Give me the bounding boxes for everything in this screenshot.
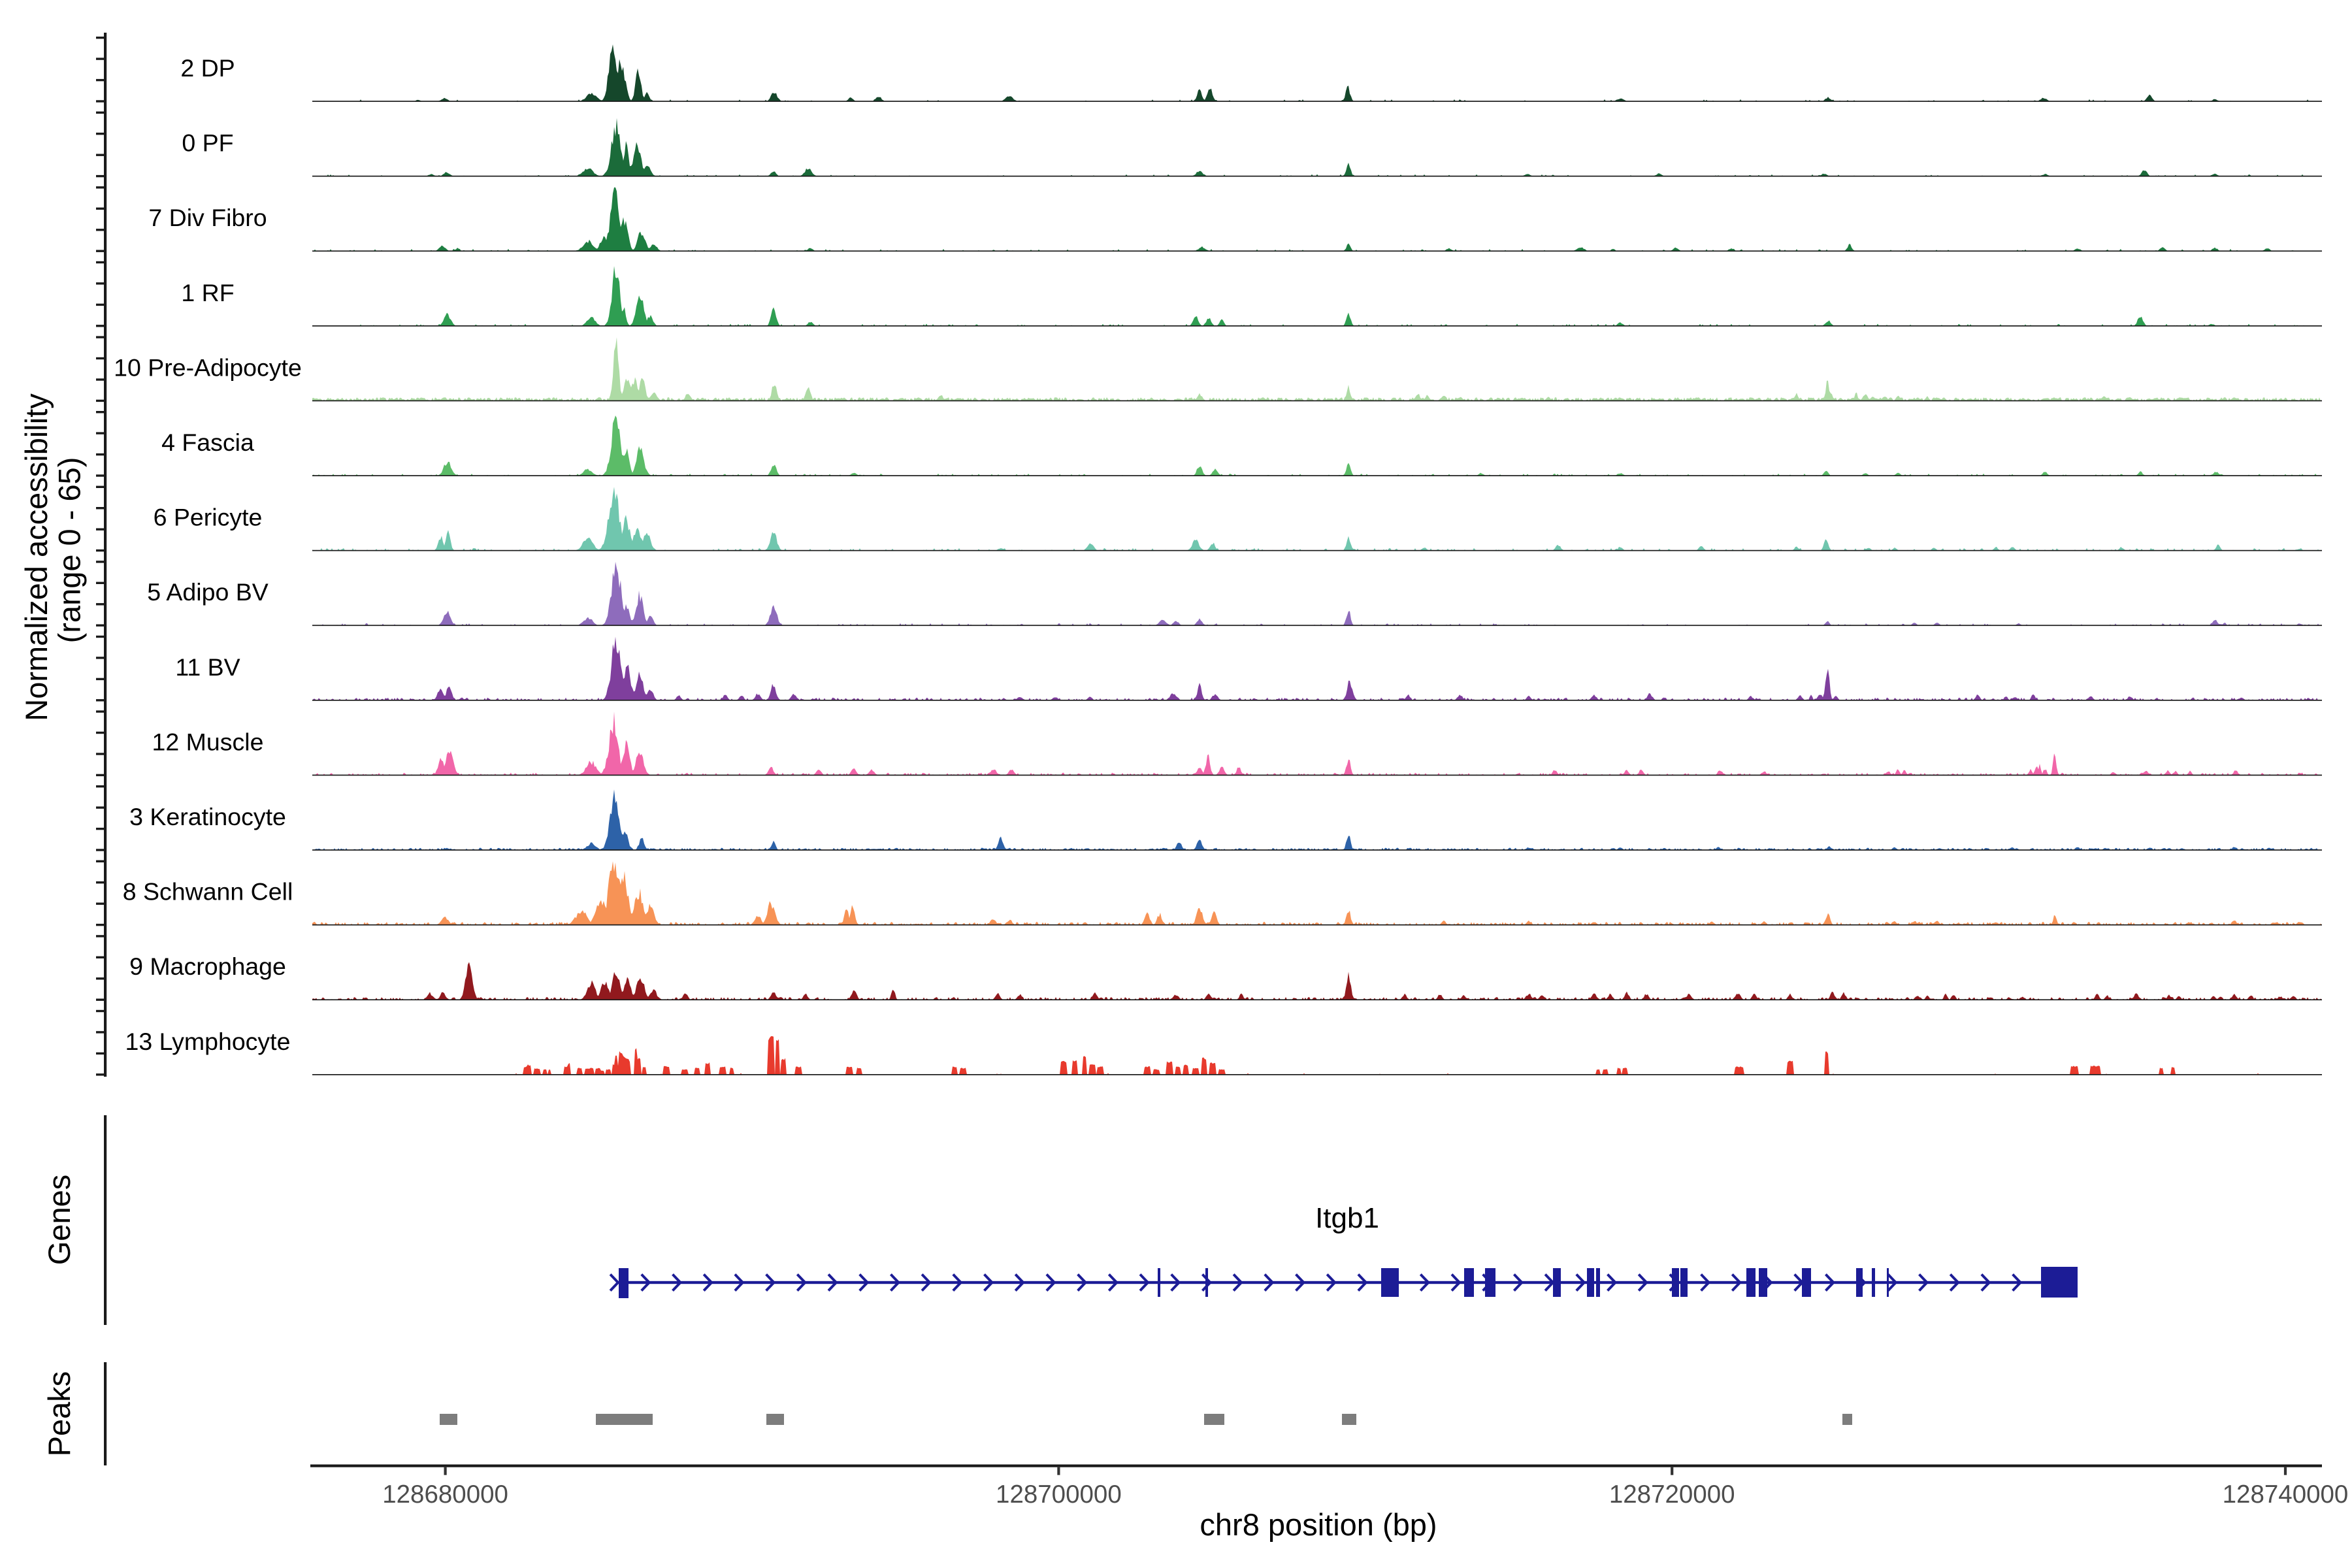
svg-text:12 Muscle: 12 Muscle (152, 728, 264, 755)
svg-text:5 Adipo BV: 5 Adipo BV (147, 578, 269, 606)
svg-text:13 Lymphocyte: 13 Lymphocyte (125, 1028, 291, 1055)
svg-text:128700000: 128700000 (996, 1480, 1122, 1509)
svg-text:3 Keratinocyte: 3 Keratinocyte (129, 803, 286, 830)
svg-text:10 Pre-Adipocyte: 10 Pre-Adipocyte (114, 353, 302, 381)
svg-text:11 BV: 11 BV (175, 653, 240, 681)
svg-text:7 Div Fibro: 7 Div Fibro (148, 204, 267, 231)
svg-text:6 Pericyte: 6 Pericyte (154, 504, 263, 531)
svg-text:128720000: 128720000 (1609, 1480, 1735, 1509)
svg-text:Genes: Genes (42, 1175, 76, 1265)
svg-text:Itgb1: Itgb1 (1315, 1202, 1379, 1234)
svg-text:128680000: 128680000 (382, 1480, 508, 1509)
svg-text:0 PF: 0 PF (182, 129, 233, 157)
svg-text:Normalized accessibility: Normalized accessibility (19, 393, 54, 721)
svg-text:1 RF: 1 RF (181, 279, 234, 306)
svg-text:chr8 position (bp): chr8 position (bp) (1200, 1507, 1437, 1542)
svg-text:9 Macrophage: 9 Macrophage (129, 953, 286, 980)
svg-text:4 Fascia: 4 Fascia (161, 429, 254, 456)
svg-text:(range 0 - 65): (range 0 - 65) (52, 457, 87, 644)
svg-text:Peaks: Peaks (42, 1371, 76, 1457)
svg-text:128740000: 128740000 (2223, 1480, 2349, 1509)
svg-text:8 Schwann Cell: 8 Schwann Cell (123, 878, 293, 906)
svg-text:2 DP: 2 DP (180, 54, 235, 82)
